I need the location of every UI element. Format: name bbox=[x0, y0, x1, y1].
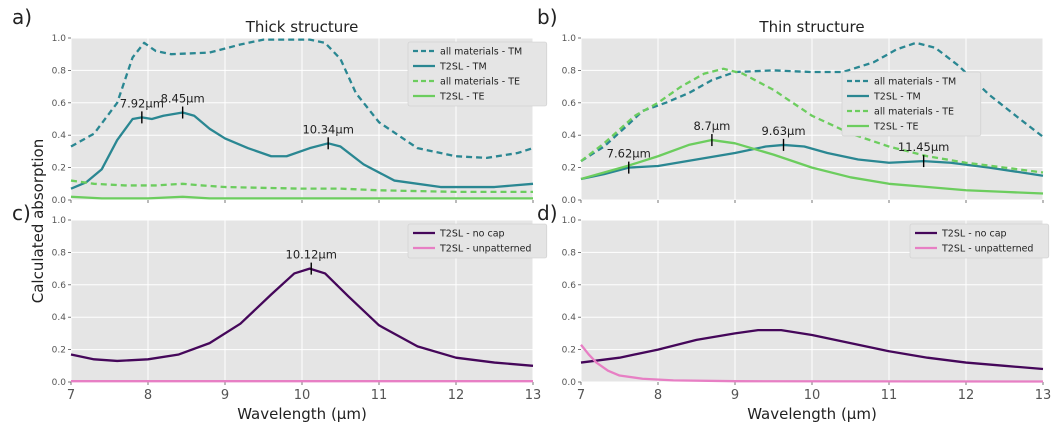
y-tick-label: 0.0 bbox=[562, 378, 577, 388]
y-tick-label: 0.6 bbox=[562, 281, 577, 291]
panel-label: d) bbox=[537, 201, 558, 225]
y-tick-label: 0.4 bbox=[562, 313, 577, 323]
peak-annotation-label: 10.34μm bbox=[302, 122, 353, 136]
legend-entry: T2SL - unpatterned bbox=[941, 244, 1033, 255]
y-tick-label: 0.4 bbox=[52, 131, 67, 141]
peak-annotation-label: 9.63μm bbox=[761, 124, 805, 138]
legend-frame bbox=[407, 41, 548, 107]
y-tick-label: 0.6 bbox=[52, 281, 67, 291]
y-tick-label: 0.2 bbox=[562, 164, 576, 174]
x-axis-label: Wavelength (μm) bbox=[237, 405, 367, 423]
y-tick-label: 1.0 bbox=[562, 34, 577, 44]
panel-b: 0.0 0.2 0.4 0.6 0.8 1.0 7.62μm 8.7μm 9.63μm 11.45… bbox=[537, 5, 1044, 206]
legend-entry: T2SL - TE bbox=[873, 122, 918, 133]
legend-entry: all materials - TM bbox=[874, 77, 956, 88]
legend-entry: T2SL - no cap bbox=[941, 229, 1007, 240]
x-tick-label: 12 bbox=[448, 388, 465, 403]
series-line-all-materials-te bbox=[580, 67, 1044, 174]
panel-label: a) bbox=[12, 5, 32, 29]
peak-annotation-label: 8.7μm bbox=[693, 119, 730, 133]
legend-frame bbox=[407, 223, 548, 259]
legend-c: T2SL - no cap T2SL - unpatterned bbox=[407, 223, 548, 259]
x-tick-label: 12 bbox=[958, 388, 975, 403]
y-tick-label: 0.4 bbox=[562, 131, 577, 141]
legend-entry: all materials - TM bbox=[440, 47, 522, 58]
y-tick-label: 0.2 bbox=[52, 346, 66, 356]
panel-label: c) bbox=[12, 201, 31, 225]
series-line-t2sl-te bbox=[580, 138, 1044, 195]
y-tick-label: 1.0 bbox=[52, 34, 67, 44]
series-line-t2sl-no-cap bbox=[70, 267, 534, 367]
y-tick-label: 0.6 bbox=[562, 99, 577, 109]
x-tick-label: 10 bbox=[294, 388, 311, 403]
y-tick-label: 0.4 bbox=[52, 313, 67, 323]
y-tick-label: 0.8 bbox=[562, 248, 577, 258]
y-tick-label: 0.0 bbox=[52, 378, 67, 388]
peak-annotation-label: 7.92μm bbox=[120, 96, 164, 110]
series-line-t2sl-tm bbox=[70, 111, 534, 190]
legend-entry: T2SL - TM bbox=[439, 62, 487, 73]
legend-b: all materials - TM T2SL - TM all materials… bbox=[841, 71, 982, 137]
y-tick-label: 0.8 bbox=[52, 248, 67, 258]
x-tick-label: 10 bbox=[804, 388, 821, 403]
x-tick-label: 7 bbox=[577, 388, 585, 403]
x-tick-label: 11 bbox=[371, 388, 388, 403]
panel-d: 0.0 0.2 0.4 0.6 0.8 1.0 7 8 9 10 11 12 13 T2SL - no c… bbox=[537, 201, 1051, 423]
shared-y-axis-label: Calculated absorption bbox=[29, 139, 47, 303]
x-tick-label: 9 bbox=[731, 388, 739, 403]
legend-frame bbox=[909, 223, 1050, 259]
legend-entry: T2SL - no cap bbox=[439, 229, 505, 240]
panel-c: 0.0 0.2 0.4 0.6 0.8 1.0 7 8 9 10 11 12 13 10.12μm T2SL… bbox=[12, 201, 548, 423]
series-line-all-materials-te bbox=[70, 179, 533, 194]
y-tick-label: 0.2 bbox=[562, 346, 576, 356]
y-tick-label: 0.8 bbox=[52, 66, 67, 76]
y-tick-label: 0.8 bbox=[562, 66, 577, 76]
legend-entry: T2SL - TM bbox=[873, 92, 921, 103]
legend-entry: T2SL - TE bbox=[439, 92, 484, 103]
panel-title: Thick structure bbox=[245, 18, 359, 36]
peak-annotation-label: 10.12μm bbox=[286, 248, 337, 262]
peak-annotation-label: 8.45μm bbox=[161, 92, 205, 106]
series-line-t2sl-te bbox=[70, 195, 533, 200]
x-axis-label: Wavelength (μm) bbox=[747, 405, 877, 423]
x-tick-label: 8 bbox=[144, 388, 152, 403]
y-tick-label: 0.6 bbox=[52, 99, 67, 109]
x-tick-label: 13 bbox=[525, 388, 542, 403]
panel-label: b) bbox=[537, 5, 558, 29]
x-tick-label: 7 bbox=[67, 388, 75, 403]
legend-entry: all materials - TE bbox=[874, 107, 954, 118]
legend-a: all materials - TM T2SL - TM all materials… bbox=[407, 41, 548, 107]
y-tick-label: 0.2 bbox=[52, 164, 66, 174]
series-line-t2sl-tm bbox=[580, 143, 1044, 181]
peak-annotation-label: 11.45μm bbox=[898, 140, 949, 154]
panel-title: Thin structure bbox=[758, 18, 864, 36]
y-tick-label: 1.0 bbox=[562, 216, 577, 226]
x-tick-label: 11 bbox=[881, 388, 898, 403]
series-line-t2sl-no-cap bbox=[580, 329, 1044, 371]
series-line-t2sl-unpatterned bbox=[580, 344, 1044, 383]
legend-entry: all materials - TE bbox=[440, 77, 520, 88]
y-tick-label: 0.0 bbox=[52, 196, 67, 206]
legend-entry: T2SL - unpatterned bbox=[439, 244, 531, 255]
y-tick-label: 0.0 bbox=[562, 196, 577, 206]
legend-d: T2SL - no cap T2SL - unpatterned bbox=[909, 223, 1050, 259]
legend-frame bbox=[841, 71, 982, 137]
x-tick-label: 9 bbox=[221, 388, 229, 403]
x-tick-label: 13 bbox=[1035, 388, 1052, 403]
x-tick-label: 8 bbox=[654, 388, 662, 403]
y-tick-label: 1.0 bbox=[52, 216, 67, 226]
peak-annotation-label: 7.62μm bbox=[607, 147, 651, 161]
